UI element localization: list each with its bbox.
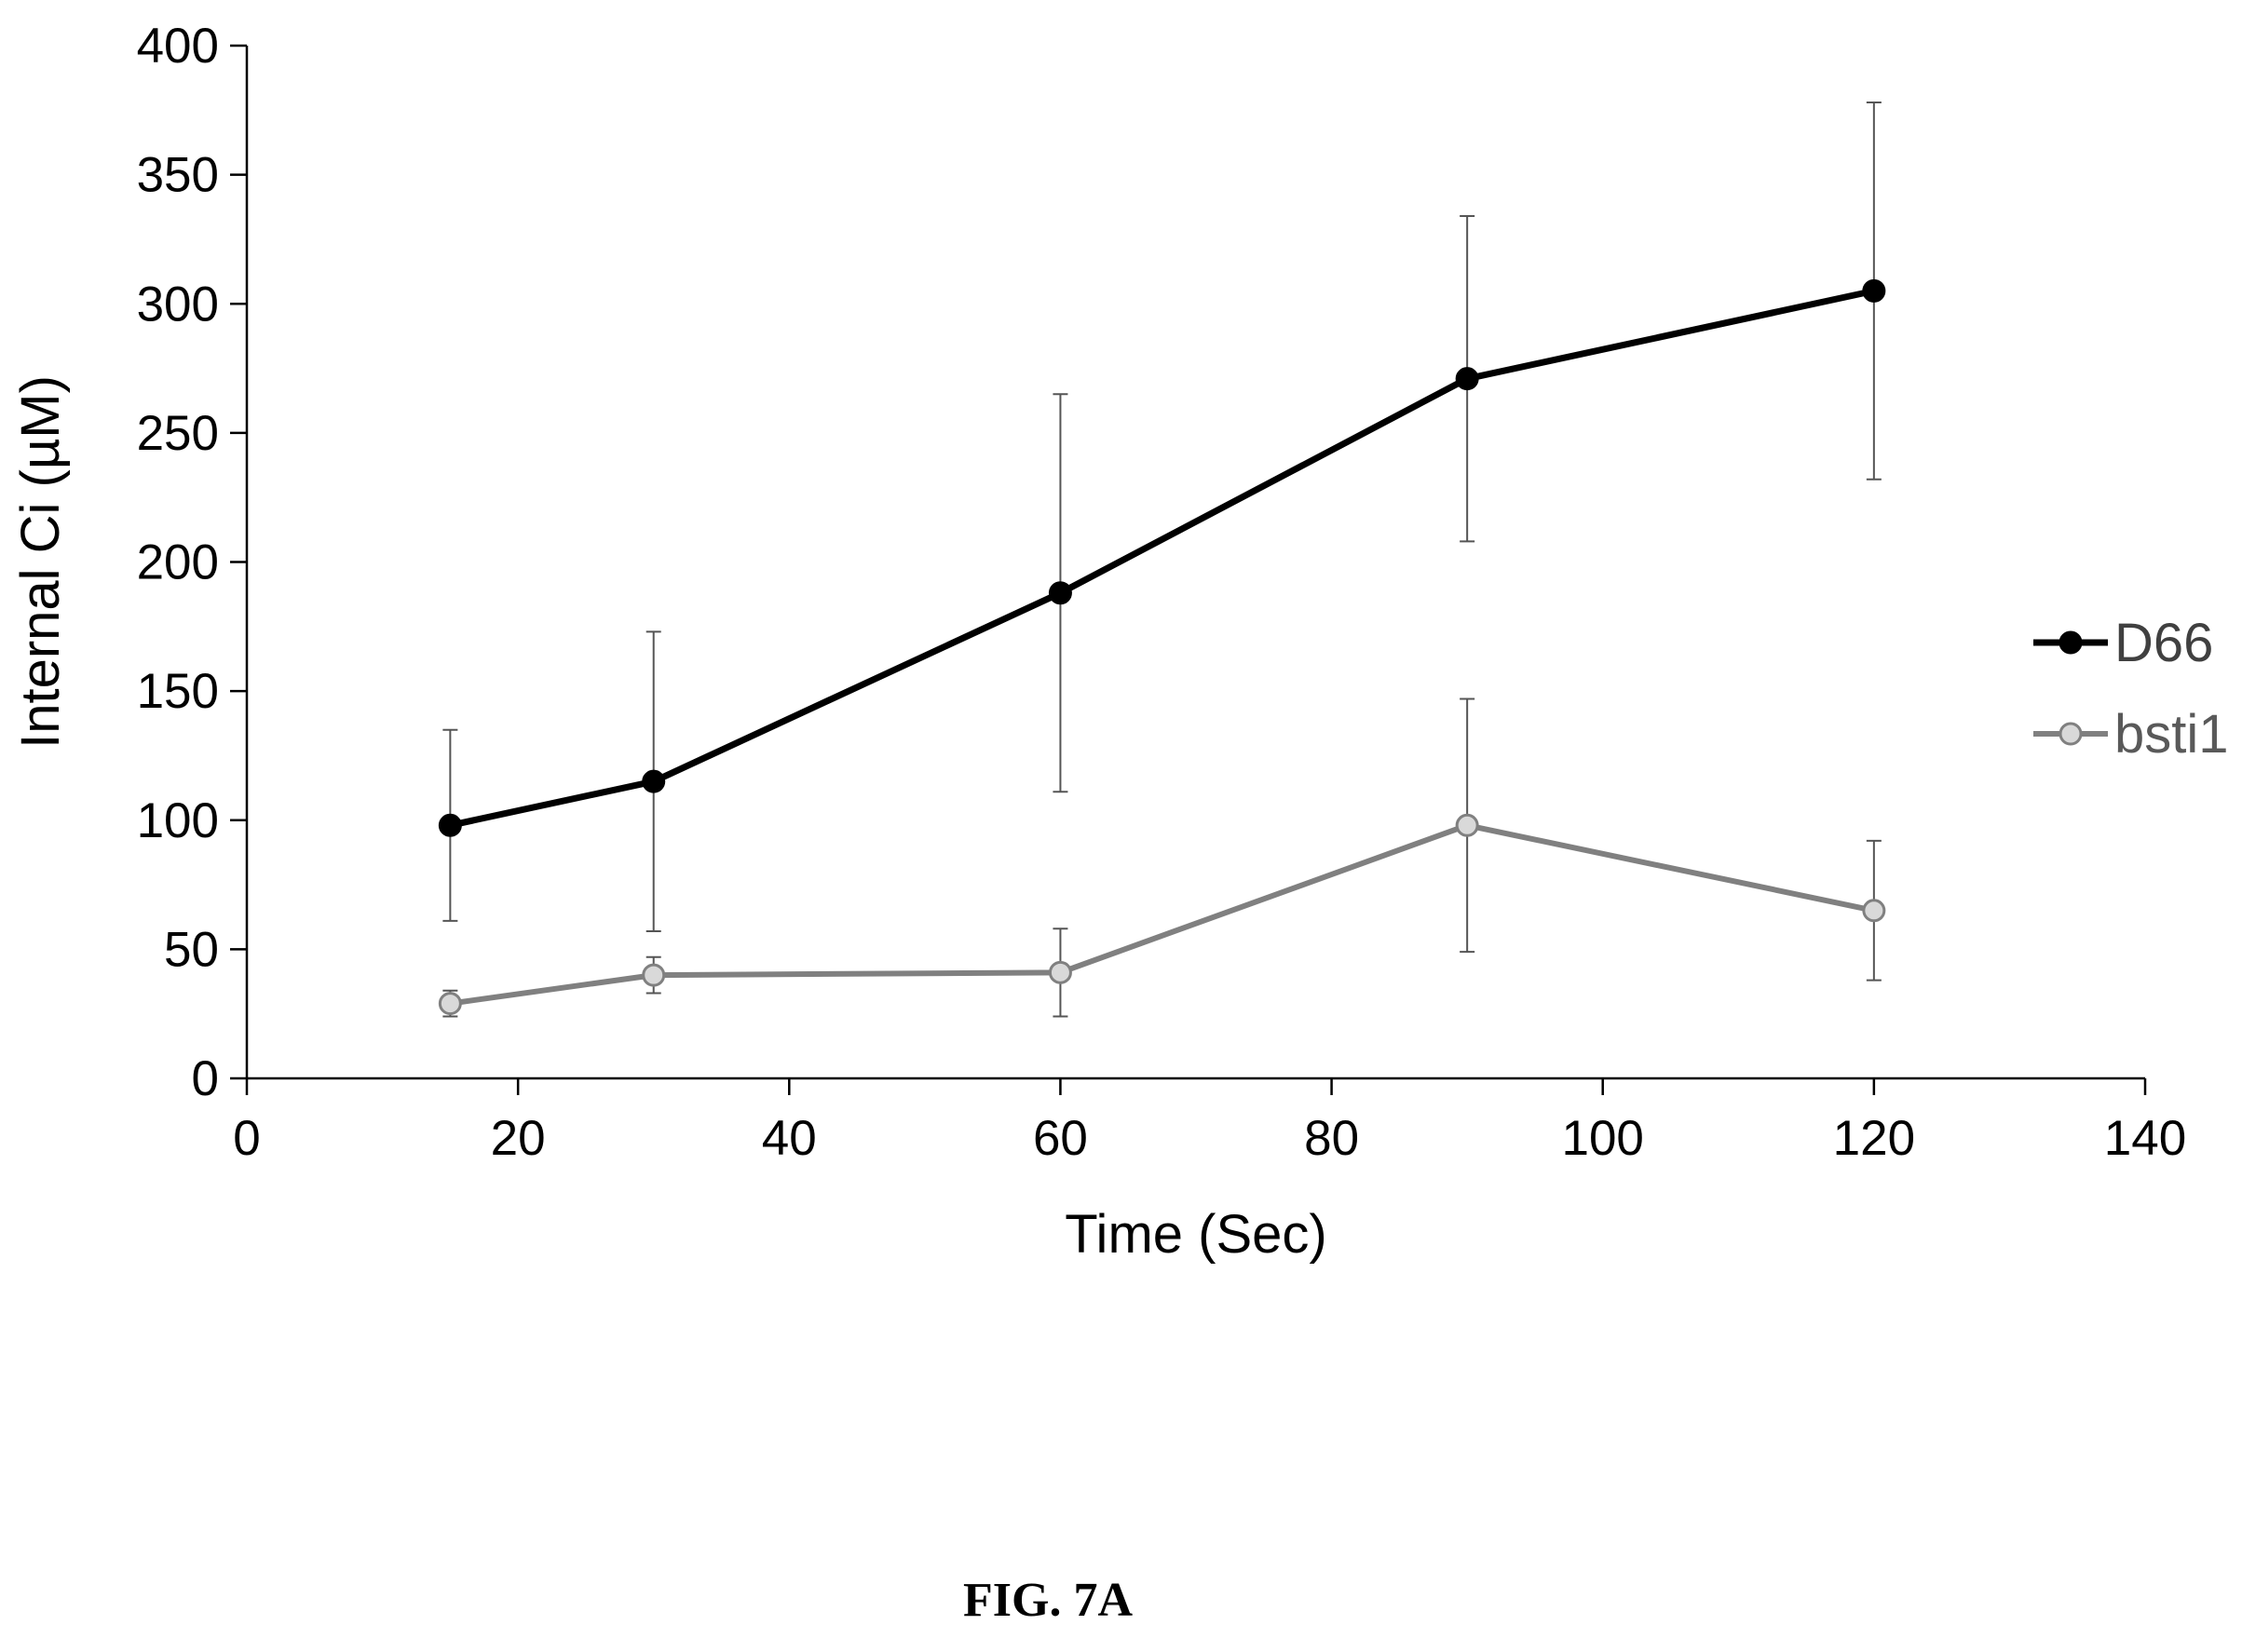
y-tick-label: 300 bbox=[137, 277, 219, 332]
legend-marker bbox=[2059, 722, 2083, 746]
y-tick-label: 250 bbox=[137, 406, 219, 461]
series-bsti1 bbox=[438, 697, 1886, 1018]
x-tick-label: 80 bbox=[1304, 1111, 1359, 1166]
plot-area bbox=[438, 101, 1886, 1018]
x-tick-label: 20 bbox=[491, 1111, 546, 1166]
y-axis-title: Internal Ci (µM) bbox=[10, 375, 71, 749]
data-point bbox=[1862, 278, 1886, 303]
y-tick-label: 50 bbox=[164, 922, 219, 977]
legend-marker bbox=[2059, 630, 2083, 655]
y-tick-label: 350 bbox=[137, 148, 219, 203]
data-point bbox=[642, 963, 666, 987]
x-axis-title: Time (Sec) bbox=[1065, 1204, 1326, 1265]
series-line bbox=[449, 287, 1875, 829]
legend-label: D66 bbox=[2114, 613, 2213, 673]
data-point bbox=[438, 992, 462, 1016]
axes: 0 50 100 150 200 250 300 350 400 0 20 40 60 80 100 120 1… bbox=[137, 19, 2187, 1166]
data-point bbox=[1048, 581, 1072, 605]
data-point bbox=[438, 813, 462, 837]
legend: D66 bsti1 bbox=[2033, 613, 2229, 765]
x-tick-label: 100 bbox=[1561, 1111, 1643, 1166]
x-tick-label: 140 bbox=[2104, 1111, 2186, 1166]
x-tick-label: 60 bbox=[1033, 1111, 1088, 1166]
legend-item-D66: D66 bbox=[2033, 613, 2213, 673]
y-tick-label: 400 bbox=[137, 19, 219, 74]
y-tick-label: 100 bbox=[137, 793, 219, 848]
legend-label: bsti1 bbox=[2114, 704, 2229, 765]
series-D66 bbox=[438, 101, 1886, 932]
data-point bbox=[642, 769, 666, 793]
data-point bbox=[1862, 899, 1886, 923]
legend-item-bsti1: bsti1 bbox=[2033, 704, 2229, 765]
x-tick-label: 40 bbox=[762, 1111, 817, 1166]
x-tick-label: 120 bbox=[1833, 1111, 1915, 1166]
y-tick-label: 200 bbox=[137, 535, 219, 590]
x-tick-label: 0 bbox=[233, 1111, 260, 1166]
y-tick-label: 150 bbox=[137, 664, 219, 719]
figure-caption: FIG. 7A bbox=[963, 1574, 1133, 1627]
data-point bbox=[1455, 813, 1479, 837]
data-point bbox=[1048, 960, 1072, 984]
y-tick-label: 0 bbox=[192, 1051, 219, 1106]
data-point bbox=[1455, 367, 1479, 391]
